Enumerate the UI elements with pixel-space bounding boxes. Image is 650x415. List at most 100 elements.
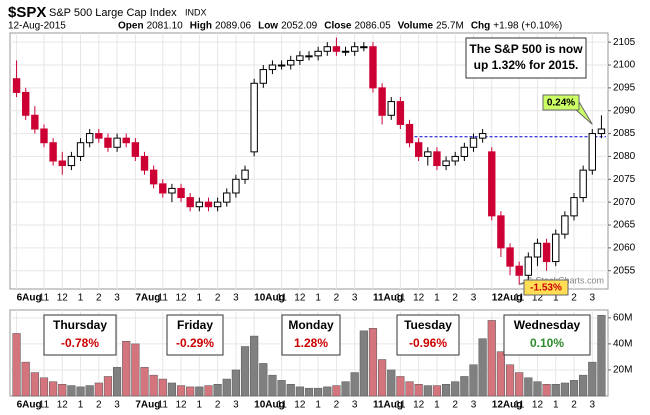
callout-box (542, 94, 580, 111)
y-tick-label: 2075 (613, 174, 636, 185)
x-tick-label: 3 (471, 293, 477, 304)
x-tick-label: 12 (57, 293, 69, 304)
volume-bar (432, 385, 442, 397)
volume-bar (396, 376, 405, 397)
volume-bar (131, 343, 140, 397)
candle-body (533, 242, 542, 258)
x-tick-label: 2 (571, 293, 577, 304)
x-tick-label: 6Aug (17, 293, 42, 304)
day-box (281, 314, 341, 356)
note-box (465, 37, 587, 79)
day-name: Wednesday (514, 318, 581, 332)
candle-body (332, 46, 341, 52)
x-tick-label: 12Aug (492, 293, 523, 304)
candle-body (58, 160, 66, 167)
volume-bar (405, 381, 414, 397)
candle-body (131, 142, 140, 157)
y-tick-label: 2105 (613, 37, 636, 48)
x-tick-label: 11 (158, 293, 169, 304)
x-tick-label: 1 (553, 293, 559, 304)
x-tick-label: 3 (233, 400, 239, 411)
x-tick-label: 11 (395, 293, 406, 304)
candle-body (250, 82, 258, 153)
x-tick-label: 1 (553, 400, 559, 411)
x-tick-label: 1 (197, 400, 203, 411)
stat-value: 2081.10 (147, 21, 184, 32)
day-change: -0.29% (176, 336, 214, 350)
volume-bar (195, 386, 204, 397)
y-tick-label: 2100 (613, 60, 636, 71)
x-tick-label: 11 (276, 400, 287, 411)
x-tick-label: 12 (532, 293, 544, 304)
candle-body (204, 201, 213, 208)
candle-body (186, 197, 194, 208)
x-tick-label: 12 (294, 293, 306, 304)
candle-body (369, 46, 377, 89)
exchange: INDX (185, 7, 207, 17)
candle-body (469, 137, 478, 148)
volume-bar (103, 376, 113, 397)
x-tick-label: 3 (590, 293, 596, 304)
candle-body (40, 128, 48, 144)
x-tick-label: 1 (315, 293, 321, 304)
volume-bar (277, 380, 286, 397)
candle-body (451, 155, 459, 162)
volume-bar (176, 385, 186, 397)
volume-tick-label: 20M (613, 365, 632, 376)
x-tick-label: 3 (352, 293, 358, 304)
y-tick-label: 2060 (613, 242, 636, 253)
x-tick-label: 2 (452, 293, 458, 304)
x-tick-label: 12 (294, 400, 306, 411)
volume-bar (359, 330, 368, 397)
volume-bar (560, 382, 569, 397)
volume-bar (314, 387, 323, 397)
stat-value: 2052.09 (281, 21, 318, 32)
candle-body (497, 215, 505, 249)
candle-body (597, 128, 606, 135)
candle-body (515, 265, 523, 276)
x-tick-label: 12 (413, 400, 425, 411)
volume-bar (423, 385, 432, 397)
day-change: 1.28% (294, 336, 328, 350)
volume-bar (533, 381, 542, 397)
x-tick-label: 11 (514, 293, 525, 304)
x-tick-label: 11 (39, 400, 50, 411)
x-tick-label: 12 (532, 400, 544, 411)
candle-body (488, 151, 496, 217)
volume-bar (350, 372, 359, 397)
volume-bar (368, 327, 378, 397)
candle-body (305, 55, 313, 58)
x-tick-label: 1 (434, 293, 440, 304)
volume-bar (113, 367, 122, 397)
candle-body (287, 59, 295, 66)
day-box (166, 314, 224, 356)
candle-body (104, 137, 112, 148)
candle-body (323, 46, 331, 52)
stat-value: 2089.06 (215, 21, 252, 32)
symbol: $SPX (8, 4, 46, 21)
x-tick-label: 11 (514, 400, 525, 411)
x-tick-label: 11 (39, 293, 50, 304)
candle-body (213, 201, 222, 208)
volume-bar (186, 386, 195, 397)
y-tick-label: 2055 (613, 265, 636, 276)
volume-bar (213, 384, 222, 397)
volume-bar (441, 384, 451, 397)
volume-tick-label: 60M (613, 312, 632, 323)
candle-body (552, 233, 560, 263)
y-tick-label: 2085 (613, 128, 636, 139)
volume-bar (451, 381, 460, 397)
volume-bar (478, 338, 487, 397)
volume-bar (58, 384, 67, 397)
x-tick-label: 3 (114, 400, 120, 411)
volume-bar (515, 372, 524, 397)
candle-body (85, 133, 94, 144)
volume-bar (231, 369, 240, 397)
x-tick-label: 12 (175, 293, 187, 304)
day-change: -0.78% (61, 336, 99, 350)
stat-value: 2086.05 (354, 21, 391, 32)
x-tick-label: 1 (78, 293, 84, 304)
volume-bar (414, 384, 423, 397)
volume-bar (551, 384, 560, 397)
